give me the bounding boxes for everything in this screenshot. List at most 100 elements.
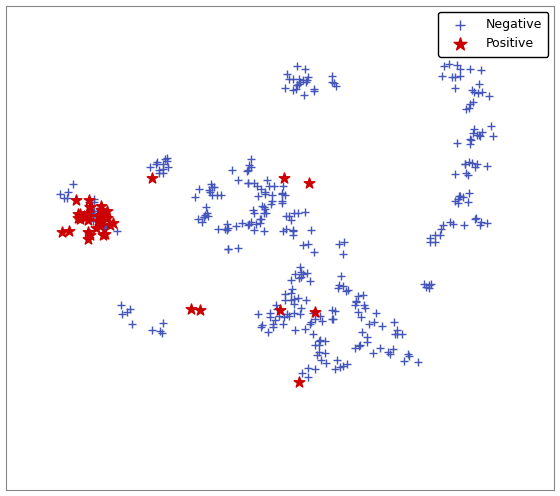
- Negative: [454, 195, 463, 203]
- Negative: [266, 310, 275, 317]
- Negative: [298, 370, 307, 377]
- Negative: [284, 75, 293, 83]
- Negative: [322, 359, 331, 367]
- Negative: [308, 330, 317, 338]
- Negative: [89, 212, 98, 220]
- Negative: [263, 176, 272, 184]
- Negative: [90, 198, 99, 206]
- Negative: [152, 158, 161, 166]
- Negative: [264, 328, 273, 336]
- Negative: [151, 160, 160, 168]
- Negative: [85, 197, 94, 205]
- Positive: [305, 180, 314, 187]
- Negative: [199, 213, 208, 221]
- Negative: [315, 348, 324, 356]
- Negative: [248, 206, 257, 214]
- Negative: [298, 270, 307, 278]
- Positive: [75, 215, 84, 223]
- Negative: [469, 124, 478, 132]
- Positive: [76, 210, 85, 218]
- Negative: [246, 218, 255, 226]
- Negative: [451, 197, 460, 205]
- Negative: [88, 217, 97, 225]
- Negative: [413, 358, 422, 366]
- Negative: [126, 306, 135, 313]
- Positive: [75, 213, 84, 221]
- Negative: [207, 180, 216, 188]
- Negative: [159, 169, 168, 177]
- Negative: [358, 291, 367, 299]
- Negative: [260, 205, 269, 213]
- Negative: [475, 80, 484, 88]
- Negative: [389, 345, 398, 353]
- Negative: [95, 211, 104, 219]
- Negative: [286, 216, 295, 224]
- Negative: [297, 305, 306, 312]
- Negative: [194, 185, 203, 193]
- Negative: [302, 296, 311, 304]
- Negative: [200, 213, 209, 221]
- Positive: [94, 217, 103, 225]
- Positive: [102, 207, 111, 215]
- Negative: [320, 349, 329, 357]
- Positive: [147, 174, 156, 182]
- Negative: [298, 242, 307, 249]
- Negative: [339, 282, 348, 290]
- Negative: [289, 226, 298, 234]
- Negative: [460, 160, 469, 168]
- Negative: [296, 273, 305, 281]
- Negative: [445, 60, 454, 67]
- Negative: [146, 164, 155, 172]
- Negative: [212, 191, 221, 199]
- Negative: [281, 225, 290, 233]
- Negative: [477, 128, 486, 136]
- Negative: [249, 226, 258, 234]
- Negative: [268, 191, 277, 199]
- Negative: [398, 330, 407, 338]
- Negative: [301, 65, 310, 73]
- Negative: [206, 187, 214, 195]
- Negative: [450, 73, 459, 81]
- Negative: [488, 131, 497, 139]
- Positive: [94, 212, 102, 220]
- Negative: [427, 280, 436, 288]
- Positive: [74, 214, 83, 222]
- Negative: [450, 170, 459, 178]
- Negative: [436, 231, 445, 239]
- Positive: [96, 206, 105, 214]
- Negative: [344, 286, 353, 294]
- Negative: [430, 238, 439, 246]
- Negative: [90, 210, 99, 218]
- Negative: [245, 220, 254, 228]
- Negative: [269, 320, 278, 328]
- Negative: [290, 270, 299, 278]
- Negative: [310, 87, 319, 95]
- Negative: [452, 138, 461, 146]
- Negative: [281, 296, 290, 304]
- Negative: [315, 312, 324, 320]
- Negative: [101, 223, 110, 231]
- Negative: [392, 326, 401, 334]
- Negative: [257, 202, 266, 210]
- Negative: [310, 365, 319, 373]
- Negative: [335, 240, 344, 248]
- Negative: [365, 320, 374, 328]
- Negative: [384, 348, 393, 356]
- Negative: [207, 183, 216, 191]
- Negative: [478, 88, 487, 96]
- Positive: [85, 231, 94, 239]
- Negative: [390, 318, 399, 326]
- Negative: [426, 234, 435, 242]
- Negative: [223, 225, 232, 233]
- Negative: [194, 215, 203, 223]
- Negative: [269, 183, 278, 190]
- Negative: [350, 344, 359, 352]
- Negative: [281, 191, 290, 199]
- Negative: [342, 287, 351, 295]
- Negative: [465, 134, 474, 142]
- Negative: [295, 80, 304, 88]
- Negative: [237, 219, 246, 227]
- Negative: [295, 274, 304, 282]
- Positive: [96, 202, 105, 210]
- Negative: [454, 199, 463, 207]
